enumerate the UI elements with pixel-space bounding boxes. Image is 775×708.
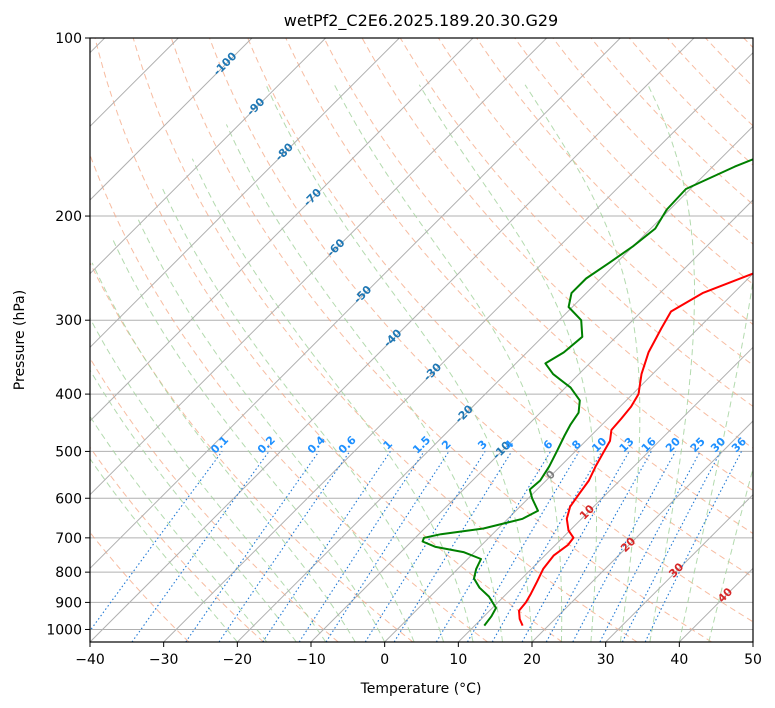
y-tick-label: 100	[55, 31, 82, 47]
moist-adiabat-line	[162, 188, 445, 642]
moist-adiabat-line	[90, 415, 268, 642]
x-tick-label: 40	[670, 652, 688, 668]
mixing-ratio-line	[131, 451, 270, 642]
dry-adiabat-line	[247, 38, 753, 578]
mixing-ratio-line	[491, 451, 603, 642]
isotherm-line	[163, 51, 753, 642]
mixing-ratio-line	[545, 451, 652, 642]
y-tick-label: 500	[55, 444, 82, 460]
moist-adiabat-line	[90, 457, 238, 642]
y-tick-label: 900	[55, 595, 82, 611]
y-tick-label: 700	[55, 531, 82, 547]
mixing-ratio-line	[521, 451, 630, 642]
isotherm-line	[384, 272, 753, 642]
isobar-gridlines	[90, 38, 753, 630]
moist-adiabats	[90, 84, 753, 642]
dry-adiabat-line	[590, 38, 753, 206]
y-axis-ticks: 100 200 300 400 500 600 700 800 900 1000	[46, 31, 90, 638]
isotherm-line	[90, 38, 253, 201]
x-tick-label: −10	[296, 652, 326, 668]
isotherm-line	[457, 346, 753, 642]
mixing-ratio-line	[90, 451, 223, 632]
dry-adiabat-line	[94, 38, 563, 642]
chart-title: wetPf2_C2E6.2025.189.20.30.G29	[284, 11, 558, 31]
x-axis-title: Temperature (°C)	[360, 681, 482, 697]
moist-adiabat-line	[91, 262, 356, 642]
dry-adiabat-line	[132, 38, 638, 642]
isotherm-line	[90, 38, 400, 349]
moist-adiabat-line	[112, 240, 386, 642]
y-tick-label: 600	[55, 491, 82, 507]
mixing-ratio-line	[218, 451, 351, 642]
isotherm-line	[605, 493, 753, 642]
y-axis-title: Pressure (hPa)	[12, 290, 28, 390]
moist-adiabat-line	[708, 466, 753, 642]
dry-adiabat-line	[399, 38, 753, 407]
sounding-series	[421, 158, 753, 627]
isotherm-line	[90, 38, 327, 275]
plot-frame	[89, 37, 754, 643]
temperature-series-line	[518, 272, 753, 627]
moist-adiabat-line	[225, 124, 503, 642]
mixing-ratio-line	[435, 451, 552, 642]
x-tick-label: −20	[223, 652, 253, 668]
dry-adiabat-line	[170, 38, 712, 642]
dewpoint-series-line	[421, 158, 753, 627]
mixing-ratio-line	[364, 451, 486, 642]
dry-adiabat-line	[209, 38, 753, 623]
x-tick-label: 10	[449, 652, 467, 668]
dry-adiabat-line	[90, 446, 264, 642]
x-tick-label: −30	[149, 652, 179, 668]
x-tick-label: −40	[75, 652, 105, 668]
x-tick-label: 20	[523, 652, 541, 668]
y-tick-label: 400	[55, 387, 82, 403]
moist-adiabat-line	[678, 277, 753, 642]
moist-adiabat-line	[265, 84, 533, 642]
moist-adiabat-line	[647, 84, 695, 642]
isotherm-line	[310, 199, 753, 642]
isotherm-line	[90, 38, 621, 570]
dry-adiabat-line	[476, 38, 753, 326]
mixing-ratio-line	[325, 451, 450, 642]
isotherm-line	[236, 125, 753, 642]
x-axis-ticks: −40 −30 −20 −10 0 10 20 30 40 50	[75, 642, 762, 668]
dry-adiabat-line	[514, 38, 753, 285]
y-tick-label: 200	[55, 209, 82, 225]
isotherm-gridlines	[90, 38, 753, 642]
x-tick-label: 30	[597, 652, 615, 668]
isotherm-line	[90, 38, 474, 422]
mixing-ratio-line	[572, 451, 676, 642]
moist-adiabat-line	[524, 84, 641, 642]
x-tick-label: 0	[380, 652, 389, 668]
y-tick-label: 800	[55, 565, 82, 581]
moist-adiabat-line	[136, 215, 415, 642]
moist-adiabat-line	[90, 317, 327, 642]
dry-adiabat-line	[628, 38, 753, 166]
isotherm-line	[531, 420, 753, 642]
mixing-ratio-line	[393, 451, 513, 642]
mixing-ratio-lines	[90, 451, 742, 642]
moist-adiabat-line	[333, 84, 563, 642]
x-tick-label: 50	[744, 652, 762, 668]
mixing-ratio-line	[467, 451, 580, 642]
moist-adiabat-line	[191, 158, 474, 642]
isotherm-line	[90, 38, 548, 496]
y-tick-label: 300	[55, 313, 82, 329]
isotherm-line	[90, 38, 695, 642]
dry-adiabat-line	[323, 38, 753, 492]
moist-adiabat-line	[418, 84, 597, 642]
y-tick-label: 1000	[46, 622, 82, 638]
